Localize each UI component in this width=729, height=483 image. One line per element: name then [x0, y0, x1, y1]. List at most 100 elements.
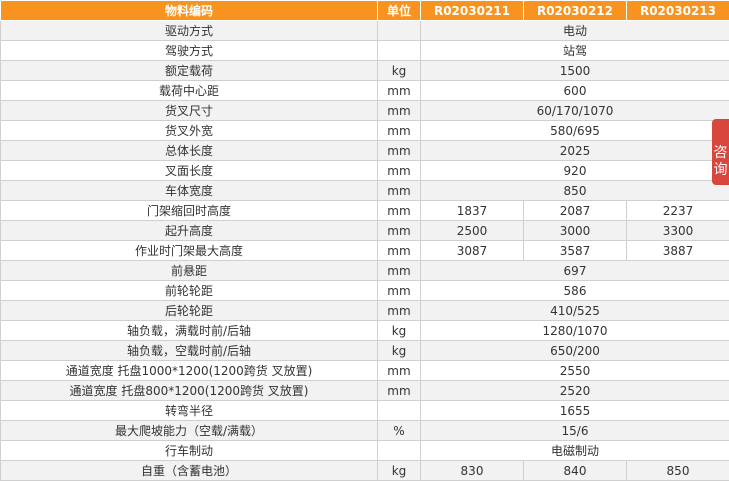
row-label: 后轮轮距	[0, 300, 378, 321]
row-label: 转弯半径	[0, 400, 378, 421]
value-cell: 2500	[420, 220, 524, 241]
table-row: 作业时门架最大高度 mm 3087 3587 3887	[0, 240, 729, 261]
unit-cell: mm	[377, 120, 421, 141]
value-cell: 3887	[626, 240, 729, 261]
table-row: 后轮轮距 mm 410/525	[0, 300, 729, 321]
header-cell: 物料编码	[0, 0, 378, 21]
table-row: 前悬距 mm 697	[0, 260, 729, 281]
value-cell: 920	[420, 160, 729, 181]
table-row: 轴负载，空载时前/后轴 kg 650/200	[0, 340, 729, 361]
row-label: 总体长度	[0, 140, 378, 161]
table-row: 车体宽度 mm 850	[0, 180, 729, 201]
value-cell: 2520	[420, 380, 729, 401]
table-row: 货叉外宽 mm 580/695	[0, 120, 729, 141]
row-label: 车体宽度	[0, 180, 378, 201]
unit-cell	[377, 20, 421, 41]
table-row: 通道宽度 托盘800*1200(1200跨货 叉放置) mm 2520	[0, 380, 729, 401]
value-cell: 1837	[420, 200, 524, 221]
unit-cell: mm	[377, 280, 421, 301]
row-label: 最大爬坡能力（空载/满载）	[0, 420, 378, 441]
header-cell: R02030213	[626, 0, 729, 21]
unit-cell: kg	[377, 460, 421, 481]
row-label: 行车制动	[0, 440, 378, 461]
value-cell: 840	[523, 460, 627, 481]
value-cell: 850	[626, 460, 729, 481]
table-row: 行车制动 电磁制动	[0, 440, 729, 461]
unit-cell	[377, 440, 421, 461]
row-label: 驾驶方式	[0, 40, 378, 61]
row-label: 货叉外宽	[0, 120, 378, 141]
table-row: 货叉尺寸 mm 60/170/1070	[0, 100, 729, 121]
unit-cell: kg	[377, 340, 421, 361]
table-body: 驱动方式 电动 驾驶方式 站驾 额定载荷 kg 1500 载荷中心距 mm 600 货叉尺寸 mm 60…	[0, 20, 729, 481]
unit-cell: mm	[377, 300, 421, 321]
unit-cell: mm	[377, 360, 421, 381]
row-label: 轴负载，满载时前/后轴	[0, 320, 378, 341]
table-row: 自重（含蓄电池） kg 830 840 850	[0, 460, 729, 481]
row-label: 驱动方式	[0, 20, 378, 41]
value-cell: 1500	[420, 60, 729, 81]
row-label: 前悬距	[0, 260, 378, 281]
row-label: 前轮轮距	[0, 280, 378, 301]
unit-cell: kg	[377, 320, 421, 341]
row-label: 自重（含蓄电池）	[0, 460, 378, 481]
header-cell: R02030212	[523, 0, 627, 21]
unit-cell: kg	[377, 60, 421, 81]
header-cell: 单位	[377, 0, 421, 21]
unit-cell: mm	[377, 380, 421, 401]
value-cell: 3300	[626, 220, 729, 241]
table-row: 额定载荷 kg 1500	[0, 60, 729, 81]
header-row: 物料编码 单位 R02030211 R02030212 R02030213	[0, 0, 729, 21]
table-row: 起升高度 mm 2500 3000 3300	[0, 220, 729, 241]
header-cell: R02030211	[420, 0, 524, 21]
unit-cell	[377, 400, 421, 421]
table-row: 门架缩回时高度 mm 1837 2087 2237	[0, 200, 729, 221]
row-label: 通道宽度 托盘1000*1200(1200跨货 叉放置)	[0, 360, 378, 381]
unit-cell: mm	[377, 260, 421, 281]
value-cell: 2237	[626, 200, 729, 221]
row-label: 门架缩回时高度	[0, 200, 378, 221]
value-cell: 850	[420, 180, 729, 201]
value-cell: 650/200	[420, 340, 729, 361]
value-cell: 15/6	[420, 420, 729, 441]
table-row: 载荷中心距 mm 600	[0, 80, 729, 101]
table-row: 驱动方式 电动	[0, 20, 729, 41]
table-row: 转弯半径 1655	[0, 400, 729, 421]
unit-cell: mm	[377, 80, 421, 101]
value-cell: 1280/1070	[420, 320, 729, 341]
value-cell: 580/695	[420, 120, 729, 141]
value-cell: 697	[420, 260, 729, 281]
value-cell: 3587	[523, 240, 627, 261]
row-label: 轴负载，空载时前/后轴	[0, 340, 378, 361]
unit-cell: mm	[377, 100, 421, 121]
value-cell: 586	[420, 280, 729, 301]
value-cell: 电动	[420, 20, 729, 41]
row-label: 额定载荷	[0, 60, 378, 81]
value-cell: 60/170/1070	[420, 100, 729, 121]
value-cell: 3087	[420, 240, 524, 261]
unit-cell: mm	[377, 240, 421, 261]
row-label: 起升高度	[0, 220, 378, 241]
value-cell: 600	[420, 80, 729, 101]
table-row: 驾驶方式 站驾	[0, 40, 729, 61]
row-label: 通道宽度 托盘800*1200(1200跨货 叉放置)	[0, 380, 378, 401]
unit-cell: mm	[377, 200, 421, 221]
value-cell: 830	[420, 460, 524, 481]
unit-cell: mm	[377, 180, 421, 201]
unit-cell: mm	[377, 160, 421, 181]
row-label: 作业时门架最大高度	[0, 240, 378, 261]
value-cell: 1655	[420, 400, 729, 421]
value-cell: 3000	[523, 220, 627, 241]
value-cell: 2550	[420, 360, 729, 381]
table-row: 轴负载，满载时前/后轴 kg 1280/1070	[0, 320, 729, 341]
value-cell: 电磁制动	[420, 440, 729, 461]
value-cell: 站驾	[420, 40, 729, 61]
consult-tab[interactable]: 咨询	[712, 119, 729, 185]
value-cell: 2087	[523, 200, 627, 221]
row-label: 载荷中心距	[0, 80, 378, 101]
row-label: 货叉尺寸	[0, 100, 378, 121]
table-row: 前轮轮距 mm 586	[0, 280, 729, 301]
unit-cell: mm	[377, 140, 421, 161]
value-cell: 2025	[420, 140, 729, 161]
